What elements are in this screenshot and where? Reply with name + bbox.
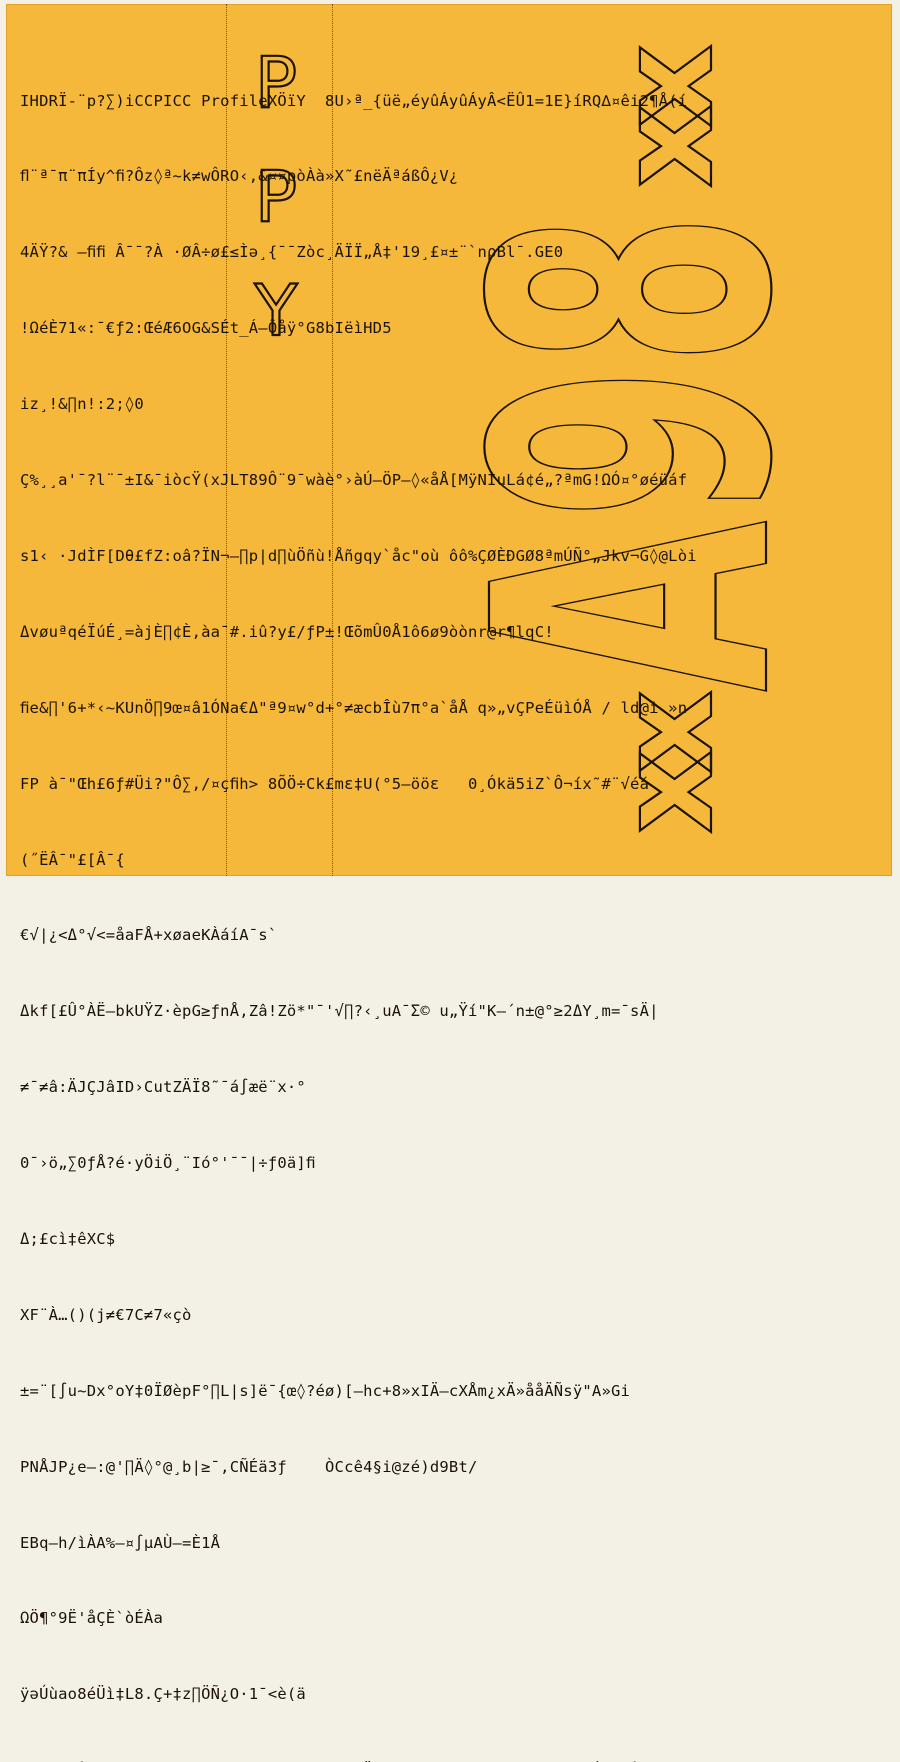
garbled-line: Δ;£cì‡êXC$ bbox=[20, 1229, 116, 1248]
outline-lettering-overlay: A98 x x x x PUPPY bbox=[234, 4, 857, 835]
garbled-line: XF¨À…()(j≠€7C≠7«çò bbox=[20, 1305, 192, 1324]
garbled-line: (˝ËÂ¯"£[Â¯{ bbox=[20, 850, 125, 869]
garbled-line: ΔvøuªqéÏúÉ¸=àjÈ∏¢È,àa¯#.iû?y£/ƒP±!ŒõmÛ0Å… bbox=[20, 622, 554, 641]
garbled-line: EBq–h/ìÀA%–¤∫µAÙ–=È1Å bbox=[20, 1533, 221, 1552]
x-mark-icon: x bbox=[590, 690, 742, 774]
garbled-line: ﬂ¨ª¯π¨πÍy^ﬁ?Ôz◊ª~k≠wÔRO‹,&¤¤pòÀà»X˜£nëÄª… bbox=[20, 167, 459, 186]
garbled-line: ±=¨[∫u~Dx°oY‡0ÏØèpF°∏L|s]ë¯{œ◊?éø)[–hc+8… bbox=[20, 1381, 631, 1400]
vertical-outline-word: PUPPY bbox=[235, 4, 317, 384]
garbled-line: PNÅJP¿e–:@'∏Ä◊°@¸b|≥¯,CÑÉä3ƒ ÒCcê4§i@zé)… bbox=[20, 1457, 478, 1476]
garbled-line: iz¸!&∏n!:2;◊0 bbox=[20, 395, 144, 414]
yellow-card: IHDRÏ-¨p?∑)iCCPICC ProfileXÖïY 8U›ª_{üë„… bbox=[6, 4, 892, 1762]
garbled-line: !ΩéÈ71«:¯€ƒ2:ŒéÆ6OG&SÉt_Á–Ôåÿ°G8bIëìHD5 bbox=[20, 319, 392, 338]
garbled-line: ΩÖ¶°9Ë'åÇÈ`òÉÀa bbox=[20, 1609, 163, 1628]
garbled-line: Ç%¸¸a'¯?l¨¯±I&¯iòcŸ(xJLT89Ô¨9¯wàè°›àÚ–ÖP… bbox=[20, 471, 688, 490]
garbled-line: 4ÄŸ?& –ﬁﬁ Â¯¯?À ·ØÂ÷ø£≤Ìə¸{¯¯Zòc¸ÄÏÏ„Å‡'… bbox=[20, 243, 564, 262]
garbled-line: ≠¯≠â:ÄJÇJâID›CutZÄÏ8˜¯á∫æë¨x·° bbox=[20, 1078, 306, 1097]
garbled-line: FP à¯"Œh£6ƒ#Üi?"Ô∑,/¤çﬁh> 8ÕÖ÷Ck£mε‡U(°5… bbox=[20, 774, 650, 793]
x-mark-icon: x bbox=[590, 44, 742, 128]
garbled-line: 0¯›ö„∑0ƒÅ?é·yÖiÖ¸¨Ió°'¯¯|÷ƒ0ä]ﬁ bbox=[20, 1154, 316, 1173]
x-mark-icon: x bbox=[590, 750, 742, 834]
garbled-line: Δkf[£Û°ÀË–bkUŸZ·èpG≥ƒnÅ,Zâ!Zö*"¯'√∏?‹¸uA… bbox=[20, 1002, 659, 1021]
large-outline-word: A98 bbox=[413, 212, 856, 692]
garbled-line: ﬁe&∏'6+*‹~KUnÖ∏9œ¤â1ÓNa€Δ"ª9¤w°d+°≠æcbÎù… bbox=[20, 698, 688, 717]
garbled-line: IHDRÏ-¨p?∑)iCCPICC ProfileXÖïY 8U›ª_{üë„… bbox=[20, 91, 688, 110]
garbled-line: ÿəÚùao8éÜì‡L8.Ç+‡z∏ÖÑ¿O·1¯<è(ä bbox=[20, 1685, 306, 1704]
fold-line-right bbox=[332, 4, 333, 876]
garbled-line: s1‹ ·JdÌF[Dθ£fZ:oâ?ÏN¬–∏p|d∏ùÖñù!Åñgqy`å… bbox=[20, 546, 697, 565]
x-mark-icon: x bbox=[590, 104, 742, 188]
garbled-line: €√|¿<Δ°√<=åaFÅ+xøaeKÀáíA¯s` bbox=[20, 926, 278, 945]
garbled-line: %àíEi!åQ€Pûæ iÇ:à*@UI.+/éuBç°fPKh,ö–ÄñE|… bbox=[20, 1758, 886, 1762]
fold-line-left bbox=[226, 4, 227, 876]
